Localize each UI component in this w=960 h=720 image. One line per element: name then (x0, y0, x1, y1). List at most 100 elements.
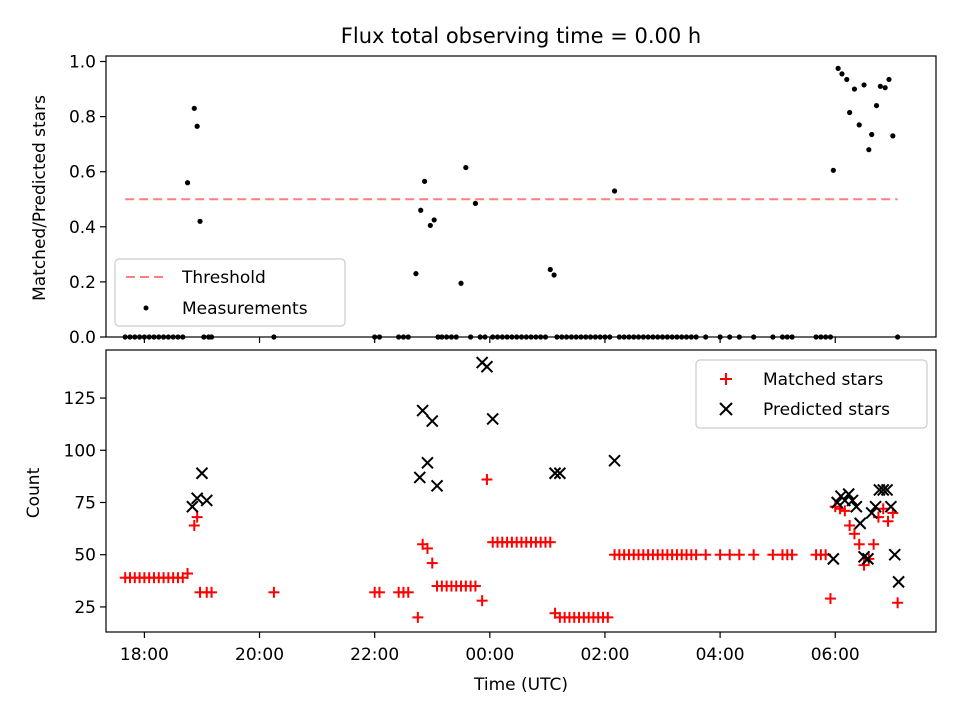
predicted-star-point (608, 454, 621, 467)
measurement-point (835, 65, 841, 71)
predicted-star-point (190, 492, 204, 505)
predicted-star-point (553, 467, 567, 480)
measurement-point (431, 217, 437, 223)
measurement-point (427, 222, 433, 229)
bottom-y-tick-label: 125 (64, 389, 96, 409)
legend-measurements-swatch (143, 305, 149, 311)
top-y-axis-label: Matched/Predicted stars (30, 95, 50, 301)
measurement-point (184, 180, 191, 186)
bottom-y-ticks: 25 50 75 100 125 (64, 389, 106, 618)
measurement-point (458, 280, 464, 286)
matched-star-point (402, 586, 414, 598)
top-measurement-points (122, 65, 901, 340)
chart-title: Flux total observing time = 0.00 h (341, 24, 701, 48)
matched-star-point (733, 549, 745, 561)
measurement-point (851, 86, 858, 92)
predicted-star-point (869, 500, 882, 513)
x-tick-label: 22:00 (350, 645, 399, 665)
top-y-tick-label: 0.2 (69, 273, 96, 293)
bottom-x-ticks: 18:00 20:00 22:00 00:00 02:00 04:00 06:00 (120, 632, 860, 665)
bottom-points (119, 356, 905, 623)
x-tick-label: 20:00 (235, 645, 284, 665)
matched-star-point (786, 549, 798, 561)
predicted-star-point (846, 494, 859, 507)
x-axis-label: Time (UTC) (473, 675, 568, 695)
predicted-star-point (186, 500, 199, 513)
matched-star-point (469, 580, 481, 592)
top-y-ticks: 0.0 0.2 0.4 0.6 0.8 1.0 (69, 53, 106, 348)
matched-star-point (426, 557, 438, 569)
predicted-star-point (842, 487, 855, 501)
matched-star-point (839, 505, 851, 517)
top-y-tick-label: 0.6 (69, 163, 96, 183)
predicted-star-point (830, 496, 844, 509)
x-tick-label: 06:00 (811, 645, 860, 665)
measurement-point (847, 109, 853, 116)
matched-star-point (373, 586, 385, 598)
measurement-point (418, 207, 424, 213)
matched-star-point (868, 538, 880, 550)
top-y-tick-label: 1.0 (69, 53, 96, 73)
predicted-star-point (880, 483, 894, 497)
matched-star-point (748, 549, 760, 561)
matched-star-point (853, 538, 865, 550)
matched-star-point (412, 611, 424, 623)
matched-star-point (767, 549, 779, 561)
x-tick-label: 18:00 (120, 645, 169, 665)
bottom-legend-box (695, 359, 928, 429)
matched-star-point (421, 542, 433, 554)
x-tick-label: 00:00 (465, 645, 514, 665)
legend-threshold-label: Threshold (181, 268, 266, 288)
top-y-tick-label: 0.4 (69, 218, 96, 238)
legend-matched-swatch (720, 373, 732, 385)
predicted-star-point (853, 517, 867, 530)
matched-star-point (188, 519, 200, 531)
matched-star-point (191, 511, 203, 523)
measurement-point (873, 102, 880, 109)
legend-measurements-label: Measurements (182, 299, 308, 319)
predicted-star-point (200, 494, 213, 507)
matched-star-point (882, 515, 894, 527)
measurement-point (844, 76, 850, 83)
predicted-star-point (421, 456, 434, 470)
bottom-y-axis-label: Count (24, 467, 44, 518)
matched-star-point (268, 586, 280, 598)
predicted-star-point (884, 500, 898, 513)
matched-star-point (824, 593, 836, 605)
bottom-y-tick-label: 50 (74, 546, 96, 566)
measurement-point (866, 147, 872, 153)
top-plot-frame (105, 55, 937, 338)
measurement-point (421, 178, 428, 184)
top-legend: Threshold Measurements (114, 258, 346, 327)
matched-star-point (602, 611, 614, 623)
predicted-star-point (430, 479, 444, 492)
predicted-star-point (850, 500, 863, 513)
legend-predicted-swatch (719, 402, 733, 416)
measurement-point (547, 266, 553, 273)
measurement-point (886, 76, 892, 83)
top-panel: Flux total observing time = 0.00 h Match… (30, 24, 937, 348)
matched-star-point (182, 568, 194, 580)
bottom-panel: Count Time (UTC) 25 50 75 100 125 18:00 20:00… (24, 349, 937, 695)
predicted-star-point (892, 575, 905, 589)
measurement-point (611, 188, 618, 194)
measurement-point (197, 218, 203, 224)
matched-star-point (700, 549, 712, 561)
matched-star-point (877, 503, 889, 515)
measurement-point (413, 271, 419, 277)
predicted-star-point (548, 467, 562, 480)
predicted-star-point (426, 414, 439, 428)
matched-star-point (206, 586, 218, 598)
bottom-y-tick-label: 25 (74, 598, 96, 618)
measurement-point (856, 122, 862, 128)
predicted-star-point (827, 552, 840, 566)
matched-star-point (476, 595, 488, 607)
matched-star-point (544, 536, 556, 548)
predicted-star-point (888, 548, 901, 561)
measurement-point (551, 272, 557, 278)
measurement-point (463, 164, 469, 171)
matched-star-point (724, 549, 736, 561)
legend-predicted-label: Predicted stars (763, 400, 890, 420)
measurement-point (869, 131, 875, 138)
matched-star-point (690, 549, 702, 561)
